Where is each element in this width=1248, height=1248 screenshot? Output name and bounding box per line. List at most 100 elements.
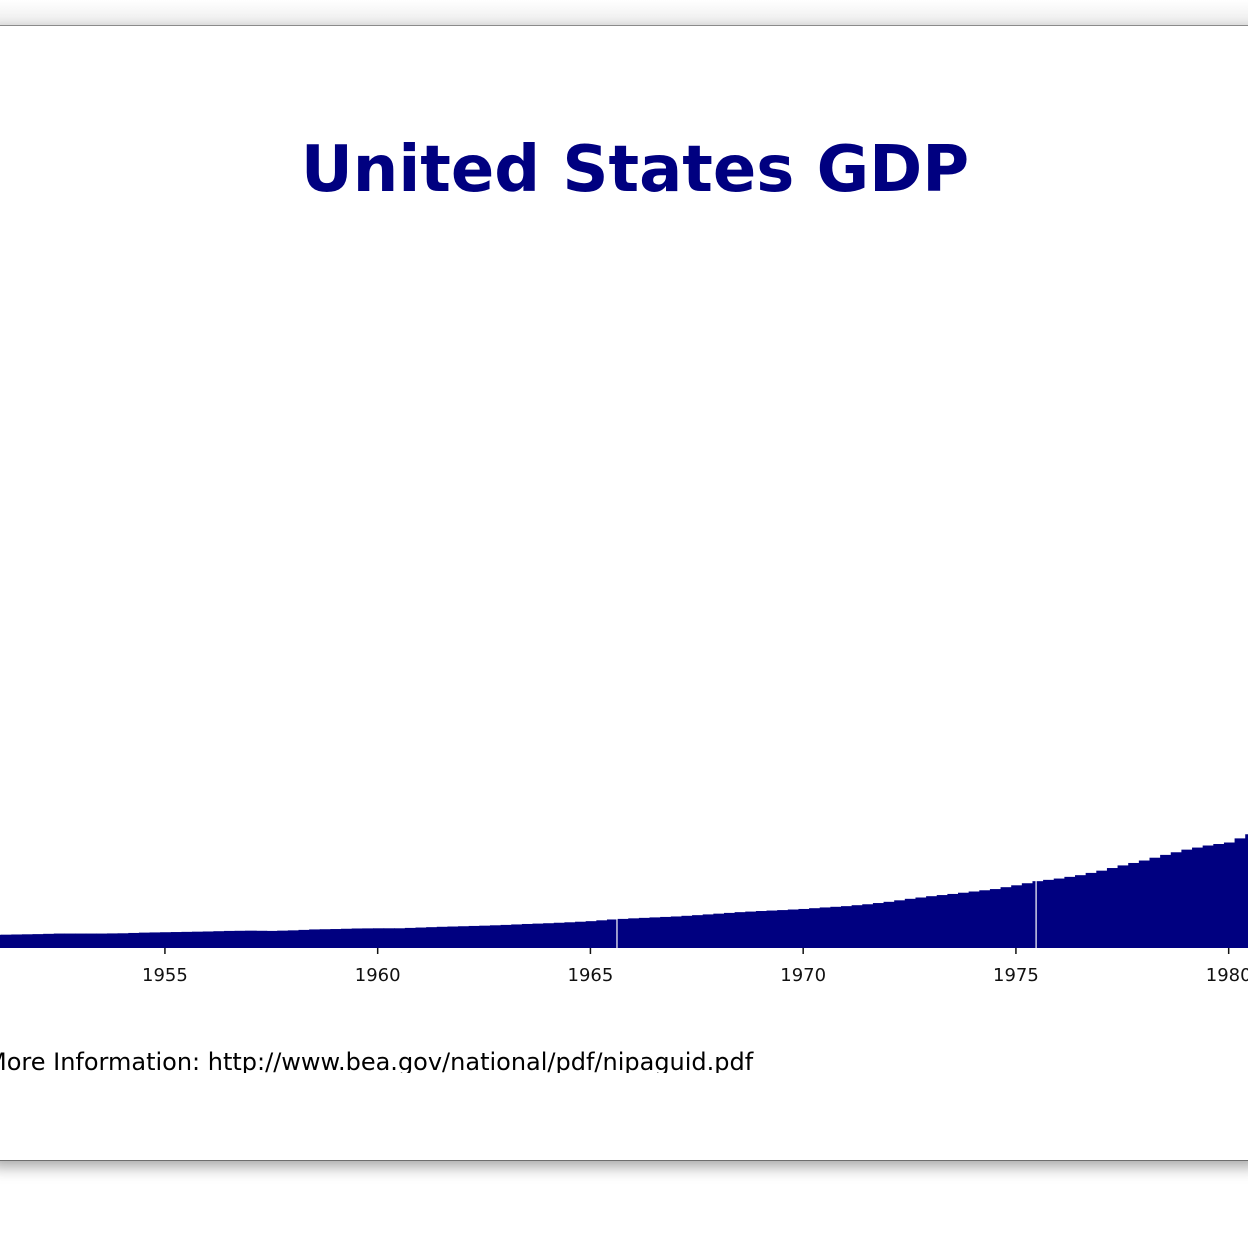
gdp-bar <box>266 930 278 948</box>
gdp-bar <box>936 895 948 948</box>
gdp-bar <box>489 925 502 948</box>
x-tick-label: 1955 <box>142 965 188 986</box>
gdp-bar <box>819 907 831 948</box>
gdp-bar <box>426 927 438 948</box>
gdp-bar <box>734 912 746 948</box>
gdp-bar <box>447 926 459 948</box>
gdp-bar <box>1043 879 1055 948</box>
gdp-bar <box>192 931 204 948</box>
x-axis-ticks <box>164 948 1230 954</box>
gdp-bar <box>809 908 821 948</box>
gdp-bar <box>213 931 225 948</box>
gdp-bar <box>862 904 874 948</box>
gdp-bar <box>1149 857 1161 948</box>
gdp-bar <box>904 898 917 948</box>
gdp-bar <box>1075 875 1087 948</box>
gdp-bar <box>107 933 119 948</box>
x-tick-label: 1975 <box>993 965 1039 986</box>
chart-title: United States GDP <box>300 133 970 207</box>
gdp-bar <box>830 906 842 948</box>
gdp-bar <box>330 929 342 948</box>
gdp-bar <box>404 927 417 948</box>
x-tick-label: 1980 <box>1206 965 1248 986</box>
gdp-bar <box>596 920 608 948</box>
gdp-bar <box>617 918 629 948</box>
gdp-bar <box>851 905 863 948</box>
gdp-bar <box>160 932 172 948</box>
gdp-bar <box>458 926 470 948</box>
gdp-bar <box>224 930 236 948</box>
gdp-bar <box>1223 842 1236 948</box>
gdp-bar <box>298 929 310 948</box>
gdp-bar <box>245 930 257 948</box>
gdp-bar <box>341 928 353 948</box>
gdp-bar <box>309 929 321 948</box>
gdp-bar <box>53 933 66 948</box>
gdp-bar <box>1160 854 1172 948</box>
gdp-bar <box>149 932 161 948</box>
gdp-bar <box>96 933 108 948</box>
gdp-bar <box>638 917 651 948</box>
gdp-bar <box>1032 881 1044 948</box>
gdp-bar <box>415 927 427 948</box>
gdp-bar <box>479 925 491 948</box>
gdp-bar <box>787 909 800 948</box>
gdp-bar <box>1138 860 1151 948</box>
gdp-bar <box>766 910 778 948</box>
x-tick-label: 1960 <box>355 965 401 986</box>
gdp-bar <box>745 911 757 948</box>
gdp-bar <box>1234 838 1246 948</box>
gdp-bar <box>1053 878 1065 948</box>
gdp-bar <box>255 930 268 948</box>
gdp-bar <box>947 893 959 948</box>
gdp-chart: 1955196019651970197519801985199019952000… <box>0 326 1248 986</box>
gdp-bar <box>11 934 23 948</box>
gdp-bar <box>43 933 55 948</box>
gdp-bar <box>628 918 640 948</box>
gdp-bar <box>1128 862 1140 948</box>
gdp-bar <box>64 933 76 948</box>
gdp-bar <box>1170 852 1182 948</box>
x-tick-label: 1970 <box>780 965 826 986</box>
gdp-bar <box>138 932 151 948</box>
gdp-bar <box>75 933 87 948</box>
gdp-bar <box>553 922 566 948</box>
gdp-bar <box>777 910 789 948</box>
bar-separators <box>616 326 1037 948</box>
chart-panel: United States GDP 1955 1960 1965 1970 1975 19… <box>0 25 1248 1161</box>
gdp-bar <box>702 914 714 948</box>
gdp-bar <box>1106 868 1119 948</box>
gdp-bar <box>1064 876 1076 948</box>
gdp-bar <box>0 934 12 948</box>
gdp-bar <box>500 924 512 948</box>
gdp-bar <box>202 931 214 948</box>
gdp-bar <box>521 923 534 948</box>
gdp-bar <box>585 921 597 948</box>
gdp-bar <box>85 933 97 948</box>
gdp-bar <box>713 913 725 948</box>
gdp-bar <box>798 908 810 948</box>
x-axis-tick-labels: 1955196019651970197519801985199019952000… <box>142 965 1248 986</box>
gdp-bar <box>436 926 449 948</box>
more-info-note: More Information: http://www.bea.gov/nat… <box>0 1048 754 1073</box>
gdp-bar <box>660 916 672 948</box>
gdp-bar <box>181 931 193 948</box>
gdp-bar <box>0 934 2 948</box>
gdp-bar <box>968 891 980 948</box>
gdp-bar <box>362 928 374 948</box>
gdp-bar <box>319 929 331 948</box>
gdp-bar <box>170 932 183 948</box>
gdp-bar <box>128 932 140 948</box>
gdp-bar <box>1096 870 1108 948</box>
gdp-bar <box>841 906 853 948</box>
gdp-bar <box>606 919 619 948</box>
gdp-bar <box>1181 849 1193 948</box>
bar-series <box>0 834 1248 948</box>
gdp-bar <box>575 921 587 948</box>
gdp-bar <box>915 897 927 948</box>
gdp-bar <box>383 928 395 948</box>
gdp-bar <box>394 928 406 948</box>
gdp-bar <box>872 903 885 948</box>
gdp-bar <box>1117 865 1129 948</box>
window-top-shadow <box>0 0 1248 26</box>
